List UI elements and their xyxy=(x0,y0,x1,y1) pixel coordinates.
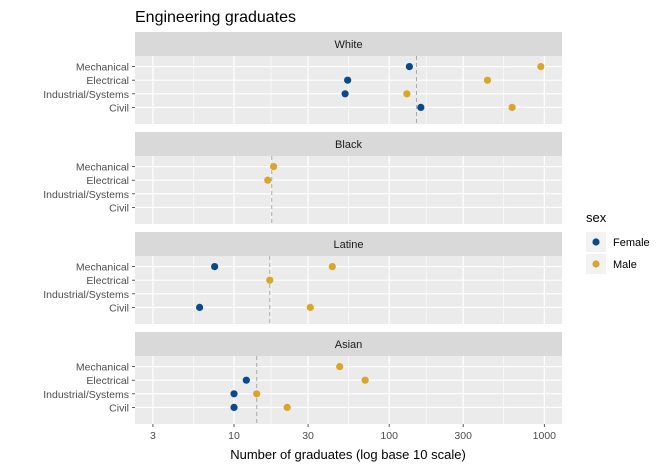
point-white-electrical-male xyxy=(483,76,492,84)
point-latine-mechanical-male xyxy=(328,263,336,271)
y-tick-label: Industrial/Systems xyxy=(43,189,129,201)
facet-panels: WhiteMechanicalElectricalIndustrial/Syst… xyxy=(43,32,562,424)
facet-strip xyxy=(135,232,562,256)
y-tick-label: Mechanical xyxy=(76,62,129,74)
y-tick-label: Civil xyxy=(109,302,129,314)
point-latine-civil-female xyxy=(196,303,204,311)
y-tick-label: Electrical xyxy=(86,375,129,387)
y-tick-label: Industrial/Systems xyxy=(43,389,129,401)
legend-entry-female: Female xyxy=(586,232,650,252)
legend-title: sex xyxy=(586,210,607,225)
point-latine-civil-male xyxy=(306,303,314,311)
y-tick-label: Civil xyxy=(109,102,129,114)
facet-strip xyxy=(135,132,562,156)
point-latine-mechanical-female xyxy=(211,263,219,271)
y-tick-label: Mechanical xyxy=(76,262,129,274)
x-tick-label: 30 xyxy=(302,430,314,442)
point-asian-electrical-female xyxy=(242,376,250,384)
legend-marker xyxy=(592,238,600,246)
x-tick-label: 100 xyxy=(380,430,398,442)
legend-label: Male xyxy=(613,259,637,271)
x-tick-label: 3 xyxy=(150,430,156,442)
point-asian-electrical-male xyxy=(361,376,369,384)
y-tick-label: Mechanical xyxy=(76,162,129,174)
y-tick-label: Mechanical xyxy=(76,362,129,374)
y-tick-label: Industrial/Systems xyxy=(43,289,129,301)
point-white-civil-male xyxy=(508,103,516,111)
facet-label: Asian xyxy=(335,339,363,351)
facet-strip xyxy=(135,332,562,356)
x-tick-label: 10 xyxy=(228,430,240,442)
x-tick-label: 300 xyxy=(454,430,472,442)
facet-label: Black xyxy=(335,139,362,151)
point-white-industrial-systems-female xyxy=(341,90,349,98)
x-tick-label: 1000 xyxy=(533,430,557,442)
y-tick-label: Civil xyxy=(109,202,129,214)
facet-label: White xyxy=(334,39,362,51)
legend-entry-male: Male xyxy=(586,254,637,274)
point-black-mechanical-male xyxy=(270,163,278,171)
y-tick-label: Electrical xyxy=(86,275,129,287)
chart-title: Engineering graduates xyxy=(135,9,296,26)
point-asian-industrial-systems-male xyxy=(253,390,261,398)
legend: sex Female Male xyxy=(586,210,650,274)
y-tick-label: Industrial/Systems xyxy=(43,89,129,101)
point-asian-mechanical-male xyxy=(336,363,344,371)
legend-label: Female xyxy=(613,237,650,249)
point-white-electrical-female xyxy=(344,76,352,84)
y-tick-label: Civil xyxy=(109,402,129,414)
point-white-mechanical-male xyxy=(537,63,545,71)
point-latine-electrical-male xyxy=(266,276,274,284)
x-axis: 3 10 30 100 300 1000 xyxy=(150,424,556,442)
facet-label: Latine xyxy=(334,239,364,251)
y-tick-label: Electrical xyxy=(86,175,129,187)
point-white-industrial-systems-male xyxy=(403,90,411,98)
point-white-mechanical-female xyxy=(405,63,413,71)
point-asian-civil-female xyxy=(230,403,238,411)
legend-marker xyxy=(592,260,600,268)
point-asian-civil-male xyxy=(283,403,291,411)
facet-strip xyxy=(135,32,562,56)
point-black-electrical-male xyxy=(264,176,272,184)
point-asian-industrial-systems-female xyxy=(230,390,238,398)
point-white-civil-female xyxy=(417,103,425,111)
x-axis-label: Number of graduates (log base 10 scale) xyxy=(230,447,466,462)
y-tick-label: Electrical xyxy=(86,75,129,87)
